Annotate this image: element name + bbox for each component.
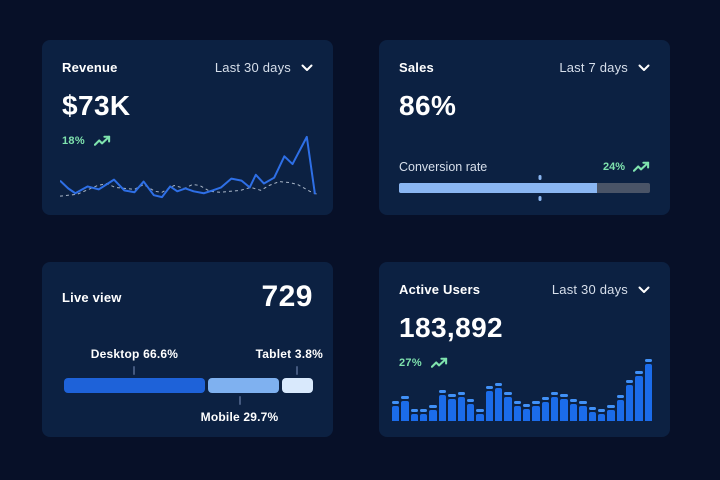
trending-up-icon — [93, 135, 111, 147]
mobile-connector — [238, 396, 241, 405]
active-users-header: Active Users Last 30 days — [399, 282, 650, 297]
active-users-title: Active Users — [399, 282, 481, 297]
device-breakdown: Desktop 66.6% Tablet 3.8% Mobile 29.7% — [64, 347, 323, 424]
live-view-header: Live view 729 — [62, 282, 313, 312]
bar — [597, 409, 606, 421]
bar — [485, 386, 493, 421]
live-view-count: 729 — [261, 280, 313, 313]
bar — [541, 397, 550, 421]
bar — [476, 409, 484, 421]
trending-up-icon — [633, 161, 650, 173]
segment-desktop — [64, 378, 206, 393]
bar — [401, 396, 409, 421]
revenue-card: Revenue Last 30 days $73K 18% — [42, 40, 333, 215]
revenue-line-chart — [60, 132, 317, 202]
tablet-connector — [296, 366, 299, 375]
bar — [429, 405, 437, 421]
revenue-title: Revenue — [62, 60, 118, 75]
bar — [644, 359, 653, 421]
bar — [551, 392, 559, 421]
active-users-range-dropdown[interactable]: Last 30 days — [552, 282, 650, 297]
sales-value: 86% — [399, 90, 457, 121]
segment-tablet — [282, 378, 314, 393]
bar — [448, 394, 456, 421]
progress-marker-top — [538, 175, 542, 180]
desktop-share-label: Desktop 66.6% — [90, 347, 179, 361]
bar — [438, 390, 447, 421]
bar — [494, 383, 503, 421]
tablet-share-label: Tablet 3.8% — [255, 347, 323, 361]
sales-range-label: Last 7 days — [559, 60, 628, 75]
bar — [504, 392, 512, 421]
bar — [513, 401, 522, 421]
active-users-delta-percent: 27% — [399, 357, 422, 369]
live-view-title: Live view — [62, 289, 122, 305]
revenue-delta-percent: 18% — [62, 135, 85, 147]
desktop-connector — [133, 366, 136, 375]
chevron-down-icon — [301, 64, 313, 72]
conversion-delta: 24% — [603, 161, 650, 173]
trending-up-icon — [430, 357, 448, 369]
bar — [625, 380, 634, 421]
conversion-rate-row: Conversion rate 24% — [399, 160, 650, 174]
conversion-rate-label: Conversion rate — [399, 160, 488, 174]
bar — [532, 401, 540, 421]
bar — [466, 399, 475, 421]
segment-mobile — [208, 378, 280, 393]
live-view-card: Live view 729 Desktop 66.6% Tablet 3.8% … — [42, 262, 333, 437]
bar — [569, 399, 578, 421]
revenue-card-header: Revenue Last 30 days — [62, 60, 313, 75]
bar — [635, 371, 643, 421]
chevron-down-icon — [638, 286, 650, 294]
active-users-card: Active Users Last 30 days 183,892 27% — [379, 262, 670, 437]
bar — [579, 401, 587, 421]
bar — [420, 409, 428, 421]
sales-range-dropdown[interactable]: Last 7 days — [559, 60, 650, 75]
bar — [457, 392, 465, 421]
bar — [410, 409, 419, 421]
bar — [607, 405, 615, 421]
sales-title: Sales — [399, 60, 434, 75]
bar — [560, 394, 568, 421]
revenue-delta: 18% — [62, 135, 313, 147]
progress-marker-bottom — [538, 196, 542, 201]
bar — [616, 395, 624, 421]
active-users-range-label: Last 30 days — [551, 282, 628, 297]
active-users-bar-chart — [392, 359, 653, 421]
bar — [588, 407, 596, 421]
revenue-value: $73K — [62, 90, 131, 121]
revenue-range-dropdown[interactable]: Last 30 days — [215, 60, 313, 75]
active-users-delta: 27% — [399, 357, 650, 369]
chevron-down-icon — [638, 64, 650, 72]
progress-fill — [399, 183, 598, 193]
bar — [523, 404, 531, 421]
conversion-progress-bar — [399, 175, 650, 201]
device-stacked-bar — [64, 378, 314, 393]
sales-card-header: Sales Last 7 days — [399, 60, 650, 75]
bar — [392, 401, 400, 421]
mobile-share-label: Mobile 29.7% — [200, 410, 279, 424]
sales-card: Sales Last 7 days 86% Conversion rate 24… — [379, 40, 670, 215]
active-users-value: 183,892 — [399, 312, 504, 343]
conversion-delta-percent: 24% — [602, 161, 625, 173]
revenue-range-label: Last 30 days — [214, 60, 291, 75]
